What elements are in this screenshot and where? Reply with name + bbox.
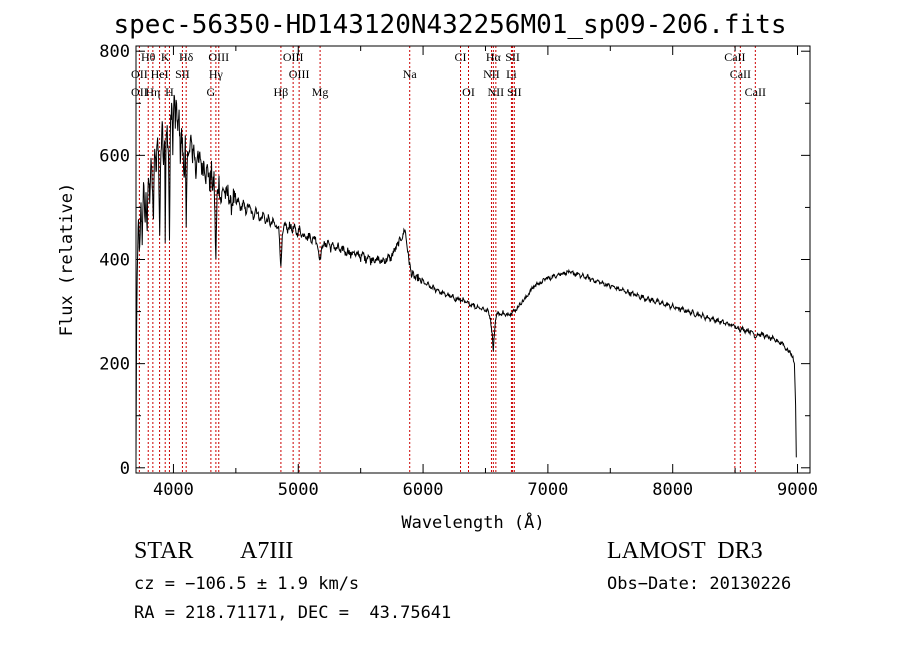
line-label: OIII: [208, 50, 229, 64]
line-label: OII: [131, 85, 148, 99]
line-label: SII: [505, 50, 520, 64]
axes: 4000 5000 6000 7000 8000 9000 0 200 400 600 800: [99, 42, 818, 500]
x-tick-label: 4000: [153, 480, 194, 500]
y-tick-label: 400: [99, 251, 130, 271]
line-label: Na: [403, 67, 418, 81]
line-label: H: [165, 85, 174, 99]
line-label: K: [161, 50, 170, 64]
ra-dec: RA = 218.71171, DEC = 43.75641: [134, 603, 452, 623]
line-label: OII: [131, 67, 148, 81]
line-label: OIII: [289, 67, 310, 81]
line-label: OIII: [283, 50, 304, 64]
y-tick-label: 0: [120, 459, 130, 479]
y-axis-label: Flux (relative): [57, 183, 77, 337]
line-label: OI: [462, 85, 475, 99]
line-label: HeI: [151, 67, 169, 81]
chart-title: spec-56350-HD143120N432256M01_sp09-206.f…: [113, 10, 787, 40]
line-label: SII: [175, 67, 190, 81]
line-label: CaII: [724, 50, 745, 64]
line-label: Hθ: [141, 50, 156, 64]
y-tick-label: 600: [99, 146, 130, 166]
spectrum-line: [135, 94, 797, 458]
line-label: G: [207, 85, 216, 99]
line-label: SII: [507, 85, 522, 99]
line-label: NII: [488, 85, 505, 99]
line-label: NII: [483, 67, 500, 81]
line-label: Hα: [486, 50, 502, 64]
line-label: CaII: [745, 85, 766, 99]
object-subclass: A7III: [240, 538, 294, 564]
object-class: STAR: [134, 538, 194, 564]
spectrum-series: [135, 94, 797, 458]
line-label: Hβ: [274, 85, 289, 99]
line-label: Hγ: [209, 67, 224, 81]
x-tick-label: 7000: [527, 480, 568, 500]
y-tick-label: 200: [99, 355, 130, 375]
x-axis-label: Wavelength (Å): [401, 511, 544, 533]
x-tick-label: 8000: [652, 480, 693, 500]
line-label: CI: [455, 50, 467, 64]
x-tick-label: 6000: [403, 480, 444, 500]
line-markers: [138, 46, 756, 473]
survey-name: LAMOST DR3: [607, 538, 763, 564]
plot-frame: [135, 45, 811, 474]
y-tick-label: 800: [99, 42, 130, 62]
x-tick-label: 9000: [777, 480, 818, 500]
line-label: Mg: [312, 85, 329, 99]
line-label: Hδ: [179, 50, 194, 64]
line-label: CaII: [730, 67, 751, 81]
observation-date: Obs−Date: 20130226: [607, 574, 792, 594]
line-label: Li: [506, 67, 517, 81]
x-tick-label: 5000: [278, 480, 319, 500]
redshift-cz: cz = −106.5 ± 1.9 km/s: [134, 574, 360, 594]
line-label: Hη: [145, 85, 160, 99]
